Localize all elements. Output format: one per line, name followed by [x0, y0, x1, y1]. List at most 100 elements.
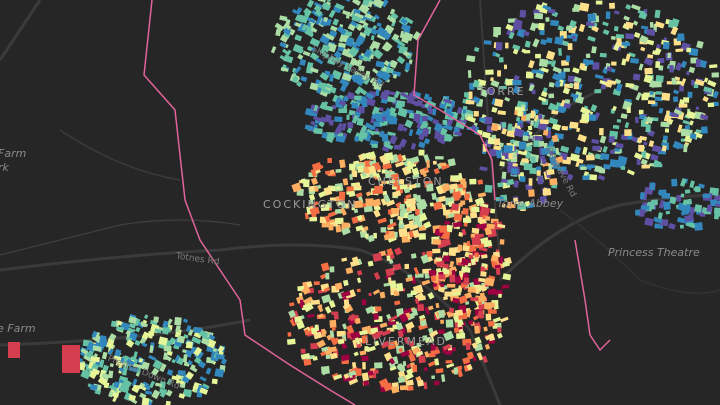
building: [452, 190, 462, 200]
building: [319, 48, 325, 55]
building: [342, 279, 349, 287]
building: [577, 133, 587, 143]
building: [385, 170, 390, 179]
building: [424, 306, 431, 315]
building: [384, 24, 391, 32]
building: [442, 119, 448, 125]
building: [535, 53, 541, 59]
building: [187, 329, 194, 336]
building: [539, 195, 548, 205]
building: [503, 64, 508, 70]
building: [498, 57, 504, 63]
building: [377, 217, 387, 224]
building: [326, 42, 337, 53]
building: [476, 352, 484, 361]
building: [489, 147, 499, 157]
building: [312, 115, 322, 122]
building: [148, 354, 157, 362]
building: [318, 121, 325, 128]
building: [367, 234, 375, 243]
building: [625, 82, 634, 88]
building: [462, 356, 471, 365]
building: [121, 361, 128, 367]
building: [363, 380, 370, 387]
building: [381, 169, 388, 174]
building: [323, 286, 331, 293]
building: [432, 108, 437, 116]
building: [600, 152, 610, 161]
building: [610, 68, 616, 73]
building: [174, 354, 181, 362]
building: [563, 101, 572, 109]
building: [519, 122, 524, 128]
building: [555, 147, 560, 155]
building: [471, 342, 478, 349]
building: [321, 131, 328, 139]
building: [387, 321, 397, 326]
building: [381, 41, 392, 52]
building: [418, 233, 426, 240]
building: [485, 216, 491, 221]
building: [387, 222, 397, 229]
building: [411, 308, 419, 317]
building: [439, 225, 448, 233]
building: [328, 9, 336, 19]
building: [448, 307, 455, 314]
building: [640, 158, 648, 166]
building: [468, 198, 473, 203]
building: [477, 79, 487, 86]
building: [325, 272, 330, 280]
building: [484, 277, 495, 287]
building: [368, 292, 372, 297]
building: [347, 23, 356, 32]
building: [551, 134, 559, 143]
building: [636, 159, 641, 165]
building: [135, 326, 141, 333]
building: [335, 186, 341, 191]
building: [91, 330, 98, 338]
building: [512, 44, 521, 51]
building: [368, 165, 377, 175]
building: [140, 361, 150, 371]
building: [317, 313, 324, 319]
building: [620, 113, 628, 119]
building: [397, 40, 406, 48]
building: [340, 290, 351, 298]
building: [643, 57, 654, 67]
building: [587, 35, 596, 42]
building: [400, 17, 408, 25]
building: [388, 91, 396, 96]
building: [539, 29, 545, 36]
building: [288, 302, 295, 307]
map-label: e Farm: [0, 322, 36, 335]
building: [340, 207, 347, 216]
building: [644, 67, 653, 75]
building: [495, 197, 500, 201]
building: [310, 299, 321, 306]
building: [386, 255, 391, 261]
building: [328, 74, 335, 82]
building: [175, 374, 183, 380]
building: [452, 297, 460, 304]
building: [423, 381, 428, 390]
building: [551, 72, 562, 82]
building: [118, 362, 124, 369]
building: [649, 182, 656, 191]
building: [651, 199, 658, 206]
building: [343, 373, 350, 380]
building: [178, 392, 186, 399]
building: [388, 134, 398, 145]
map-label: Farm: [0, 147, 26, 160]
building: [286, 338, 296, 345]
building: [661, 142, 665, 146]
building: [389, 357, 396, 365]
building: [355, 225, 364, 232]
building: [684, 219, 694, 225]
building: [446, 117, 454, 127]
building: [493, 27, 501, 35]
building: [404, 62, 411, 71]
building: [513, 197, 519, 205]
building: [422, 173, 428, 178]
building: [639, 192, 645, 200]
building: [390, 385, 400, 394]
